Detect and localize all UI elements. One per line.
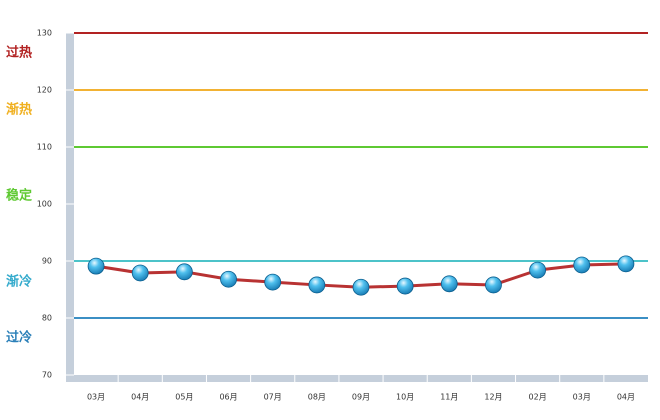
y-tick-label: 130 <box>37 29 52 38</box>
data-point <box>352 278 370 296</box>
data-point <box>264 273 282 291</box>
x-tick-label: 03月 <box>87 393 105 402</box>
zone-label: 渐冷 <box>6 274 32 290</box>
data-point <box>485 276 502 294</box>
x-tick-label: 04月 <box>131 393 149 402</box>
zone-label: 过冷 <box>6 330 32 346</box>
y-tick-label: 120 <box>37 86 52 95</box>
x-tick-label: 11月 <box>440 393 458 402</box>
data-point <box>87 257 105 275</box>
data-point <box>131 264 149 282</box>
y-tick-label: 80 <box>42 314 52 323</box>
zone-label: 稳定 <box>6 188 32 204</box>
zone-label: 渐热 <box>6 102 32 118</box>
x-tick-label: 12月 <box>484 393 502 402</box>
y-tick-label: 100 <box>37 200 52 209</box>
x-tick-label: 10月 <box>396 393 414 402</box>
x-tick-label: 04月 <box>617 393 635 402</box>
x-tick-label: 05月 <box>175 393 193 402</box>
data-point <box>175 263 193 281</box>
y-tick-label: 90 <box>42 257 52 266</box>
data-point <box>529 261 547 279</box>
data-point <box>220 270 237 288</box>
x-axis-band <box>66 375 648 382</box>
x-tick-label: 08月 <box>308 393 326 402</box>
x-tick-label: 06月 <box>219 393 237 402</box>
y-tick-label: 70 <box>42 371 52 380</box>
x-tick-label: 07月 <box>264 393 282 402</box>
data-point <box>308 276 326 294</box>
y-axis-band <box>66 33 74 382</box>
data-point <box>573 256 591 274</box>
x-tick-label: 09月 <box>352 393 370 402</box>
zone-label: 过热 <box>6 45 32 61</box>
y-tick-label: 110 <box>37 143 52 152</box>
x-tick-label: 02月 <box>529 393 547 402</box>
data-point <box>617 255 635 273</box>
x-tick-label: 03月 <box>573 393 591 402</box>
data-point <box>396 277 414 295</box>
data-point <box>440 275 458 293</box>
